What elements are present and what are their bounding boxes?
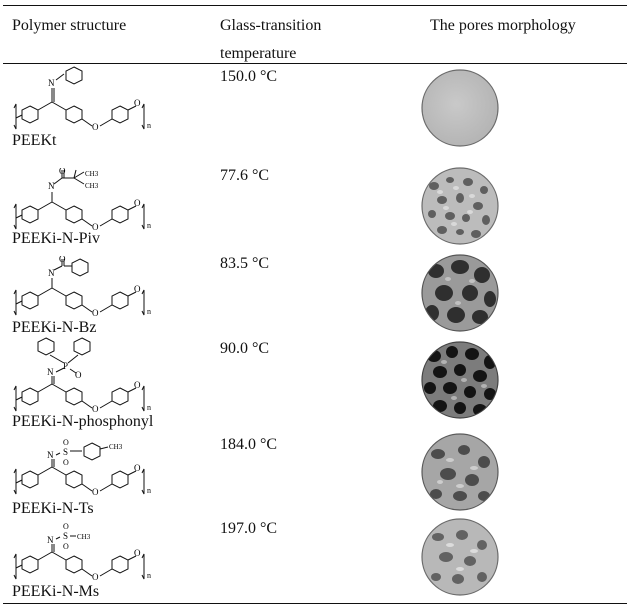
header-tg-line2: temperature — [220, 45, 297, 62]
repeat-n: n — [147, 307, 151, 316]
row6-name: PEEKi-N-Ms — [12, 583, 100, 600]
atom-s: S — [63, 531, 68, 541]
atom-o-end: O — [134, 198, 141, 208]
atom-o-sulfonyl-2: O — [63, 542, 69, 551]
atom-o-sulfonyl-1: O — [63, 522, 69, 531]
header-rule — [3, 63, 627, 64]
atom-n: N — [47, 535, 54, 545]
atom-o-sulfonyl-1: O — [63, 438, 69, 447]
atom-p: P — [63, 361, 68, 371]
methyl-label: CH3 — [77, 533, 91, 541]
methyl-label-2: CH3 — [85, 182, 99, 190]
atom-s: S — [63, 447, 68, 457]
repeat-n: n — [147, 221, 151, 230]
atom-o: O — [92, 122, 99, 132]
pore-image-peeki-n-phosphonyl — [421, 341, 499, 419]
structure-peeki-n-bz: N O O O n — [13, 256, 151, 318]
repeat-n: n — [147, 121, 151, 130]
atom-o-end: O — [134, 380, 141, 390]
structure-peeki-n-piv: N O CH3 CH3 O O n — [13, 168, 151, 232]
atom-n: N — [47, 450, 54, 460]
atom-o-phosphoryl: O — [75, 370, 82, 380]
atom-o: O — [92, 404, 99, 414]
methyl-label: CH3 — [109, 443, 123, 451]
header-tg: Glass-transition temperature — [220, 12, 321, 68]
structure-peeki-n-phosphonyl: N P O O O n — [13, 337, 151, 414]
row5-name: PEEKi-N-Ts — [12, 500, 94, 517]
row4-name: PEEKi-N-phosphonyl — [12, 413, 154, 430]
methyl-label-1: CH3 — [85, 170, 99, 178]
structure-peeki-n-ts: N S O O CH3 O O n — [13, 438, 151, 497]
row5-tg: 184.0 °C — [220, 436, 278, 453]
table-bottom-rule — [3, 603, 627, 604]
atom-n: N — [48, 268, 55, 278]
header-morphology: The pores morphology — [430, 17, 576, 34]
row2-tg: 77.6 °C — [220, 167, 270, 184]
atom-o-end: O — [134, 284, 141, 294]
pore-image-peeki-n-piv — [421, 167, 499, 245]
pore-image-peekt — [421, 69, 499, 147]
atom-n: N — [47, 367, 54, 377]
header-structure: Polymer structure — [12, 17, 127, 34]
atom-o-end: O — [134, 98, 141, 108]
atom-o-sulfonyl-2: O — [63, 458, 69, 467]
structure-peekt: N O O n — [13, 66, 151, 132]
atom-o-carbonyl: O — [59, 256, 66, 264]
row1-tg: 150.0 °C — [220, 68, 278, 85]
row3-tg: 83.5 °C — [220, 255, 270, 272]
row2-name: PEEKi-N-Piv — [12, 230, 100, 247]
structure-peeki-n-ms: N S O O CH3 O O n — [13, 522, 151, 582]
row4-tg: 90.0 °C — [220, 340, 270, 357]
table-top-rule — [3, 5, 627, 6]
atom-o-end: O — [134, 548, 141, 558]
repeat-n: n — [147, 403, 151, 412]
atom-o-carbonyl: O — [59, 168, 66, 176]
pore-image-peeki-n-ts — [421, 433, 499, 511]
row3-name: PEEKi-N-Bz — [12, 319, 97, 336]
atom-o-end: O — [134, 463, 141, 473]
atom-o: O — [92, 308, 99, 318]
repeat-n: n — [147, 486, 151, 495]
row6-tg: 197.0 °C — [220, 520, 278, 537]
repeat-n: n — [147, 571, 151, 580]
atom-o: O — [92, 222, 99, 232]
atom-n: N — [48, 78, 55, 88]
row1-name: PEEKt — [12, 132, 57, 149]
pore-image-peeki-n-ms — [421, 518, 499, 596]
atom-o: O — [92, 572, 99, 582]
atom-o: O — [92, 487, 99, 497]
header-tg-line1: Glass-transition — [220, 17, 322, 34]
atom-n: N — [48, 181, 55, 191]
pore-image-peeki-n-bz — [421, 254, 499, 332]
